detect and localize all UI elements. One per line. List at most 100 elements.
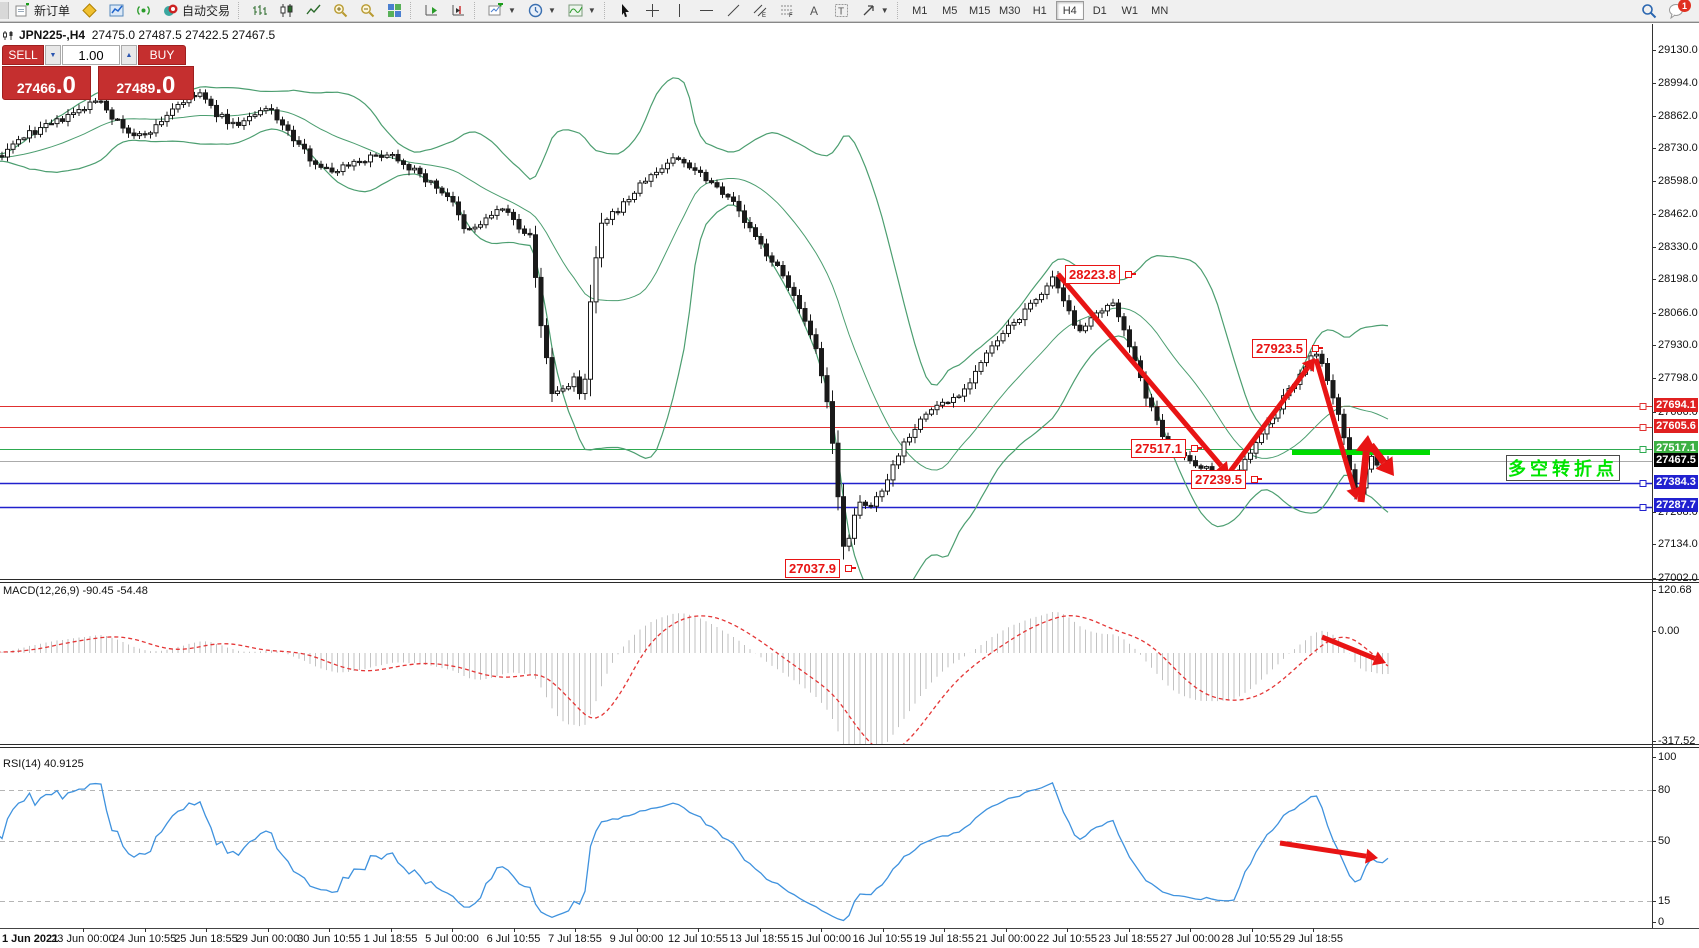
market-watch-button[interactable]: [103, 0, 130, 21]
time-axis-label: 29 Jul 18:55: [1283, 933, 1343, 945]
timeframe-button-h4[interactable]: H4: [1055, 1, 1084, 20]
indicators-icon: [568, 3, 583, 18]
history-center-button[interactable]: [76, 0, 103, 21]
dropdown-caret-icon: ▼: [587, 6, 596, 15]
bar-chart-mode-button[interactable]: [246, 0, 273, 21]
lot-increase-button[interactable]: ▲: [121, 45, 137, 65]
zoom-in-button[interactable]: [327, 0, 354, 21]
zoom-out-button[interactable]: [354, 0, 381, 21]
dropdown-caret-icon: ▼: [880, 6, 889, 15]
period-button[interactable]: ▼: [522, 0, 562, 21]
hline-tool-button[interactable]: [693, 0, 720, 21]
macd-panel-canvas[interactable]: [0, 583, 1652, 744]
timeframe-button-h1[interactable]: H1: [1032, 4, 1047, 17]
signals-button[interactable]: [130, 0, 157, 21]
sell-button[interactable]: SELL: [2, 45, 44, 65]
price-level-badge: 27384.3: [1654, 475, 1698, 489]
price-axis-tick: 29130.0: [1658, 44, 1698, 56]
vline-tool-button[interactable]: [666, 0, 693, 21]
time-axis-label: 15 Jul 00:00: [791, 933, 851, 945]
cursor-tool-button[interactable]: [612, 0, 639, 21]
chart-title-row: JPN225-,H4 27475.0 27487.5 27422.5 27467…: [3, 28, 275, 42]
rsi-axis-tick: 100: [1658, 751, 1677, 763]
timeframe-button-m1[interactable]: M1: [912, 4, 928, 17]
timeframe-button-m30[interactable]: M30: [999, 4, 1021, 17]
swing-price-label[interactable]: 27923.5: [1252, 339, 1307, 358]
lot-decrease-button[interactable]: ▼: [45, 45, 61, 65]
rsi-axis-tick: 50: [1658, 835, 1671, 847]
vertical-line-icon: [672, 3, 687, 18]
sell-price-panel[interactable]: 27466.0: [2, 66, 91, 100]
price-axis-tick: 28066.0: [1658, 307, 1698, 319]
chart-shift-button[interactable]: [445, 0, 472, 21]
chart-window[interactable]: JPN225-,H4 27475.0 27487.5 27422.5 27467…: [0, 22, 1699, 948]
time-axis-label: 22 Jul 10:55: [1037, 933, 1097, 945]
buy-button[interactable]: BUY: [138, 45, 186, 65]
svg-text:A: A: [810, 4, 818, 18]
indicators-button[interactable]: ▼: [562, 0, 602, 21]
search-button[interactable]: [1635, 0, 1662, 21]
price-axis: [1652, 24, 1653, 928]
notifications-button[interactable]: 1: [1662, 0, 1691, 21]
text-label-icon: T: [834, 3, 849, 18]
candle-mode-button[interactable]: [273, 0, 300, 21]
notification-badge: 1: [1678, 0, 1691, 12]
timeframe-button-d1[interactable]: D1: [1092, 4, 1107, 17]
time-axis-label: 29 Jun 00:00: [235, 933, 300, 945]
chat-bubble-icon: [1668, 3, 1683, 19]
channel-icon: E: [753, 3, 768, 18]
channel-tool-button[interactable]: E: [747, 0, 774, 21]
toolbar-separator: [410, 2, 416, 19]
rsi-panel-canvas[interactable]: [0, 748, 1652, 928]
crosshair-icon: [645, 3, 660, 18]
main-chart-canvas[interactable]: [0, 24, 1652, 580]
lot-size-input[interactable]: 1.00: [62, 45, 120, 65]
timeframe-button-mn[interactable]: MN: [1151, 4, 1169, 17]
macd-label: MACD(12,26,9) -90.45 -54.48: [3, 585, 148, 597]
panel-separator[interactable]: [0, 579, 1699, 580]
svg-text:E: E: [762, 13, 766, 18]
price-level-badge: 27467.5: [1654, 453, 1698, 467]
macd-axis-tick: 120.68: [1658, 584, 1692, 596]
autotrade-button[interactable]: 自动交易: [157, 0, 236, 21]
timeframe-button-m5[interactable]: M5: [942, 4, 958, 17]
note-box[interactable]: 多空转折点: [1506, 455, 1620, 481]
panel-separator[interactable]: [0, 744, 1699, 745]
zoom-in-icon: [333, 3, 348, 18]
buy-price-panel[interactable]: 27489.0: [97, 66, 194, 100]
cursor-icon: [618, 3, 633, 18]
swing-price-label[interactable]: 27517.1: [1131, 439, 1186, 458]
price-axis-tick: 28994.0: [1658, 77, 1698, 89]
price-level-badge: 27694.1: [1654, 398, 1698, 412]
toolbar-separator: [238, 2, 244, 19]
timeframe-button-w1[interactable]: W1: [1121, 4, 1138, 17]
price-axis-tick: 27798.0: [1658, 372, 1698, 384]
search-icon: [1641, 3, 1657, 19]
tile-windows-icon: [387, 3, 402, 18]
timeframe-button-m15[interactable]: M15: [969, 4, 991, 17]
swing-price-label[interactable]: 27037.9: [785, 559, 840, 578]
line-mode-button[interactable]: [300, 0, 327, 21]
swing-price-label[interactable]: 27239.5: [1191, 470, 1246, 489]
fibonacci-tool-button[interactable]: F: [774, 0, 801, 21]
new-order-button[interactable]: 新订单: [9, 0, 76, 21]
tile-windows-button[interactable]: [381, 0, 408, 21]
swing-price-label[interactable]: 28223.8: [1065, 265, 1120, 284]
shapes-tool-button[interactable]: ▼: [855, 0, 895, 21]
arrows-tool-icon: [861, 3, 876, 18]
main-toolbar: 新订单 自动交易: [0, 0, 1699, 22]
label-tool-button[interactable]: T: [828, 0, 855, 21]
text-tool-button[interactable]: A: [801, 0, 828, 21]
time-axis-label: 13 Jul 18:55: [729, 933, 790, 945]
crosshair-tool-button[interactable]: [639, 0, 666, 21]
auto-scroll-button[interactable]: [418, 0, 445, 21]
price-axis-tick: 28330.0: [1658, 241, 1698, 253]
time-axis-border: [0, 928, 1699, 929]
hline-handle: [1639, 480, 1647, 487]
clipped-icon: [0, 2, 9, 19]
trendline-tool-button[interactable]: [720, 0, 747, 21]
price-axis-tick: 28730.0: [1658, 142, 1698, 154]
rsi-axis-tick: 15: [1658, 895, 1671, 907]
time-axis-label: 25 Jun 18:55: [174, 933, 238, 945]
new-chart-button[interactable]: ▼: [482, 0, 522, 21]
